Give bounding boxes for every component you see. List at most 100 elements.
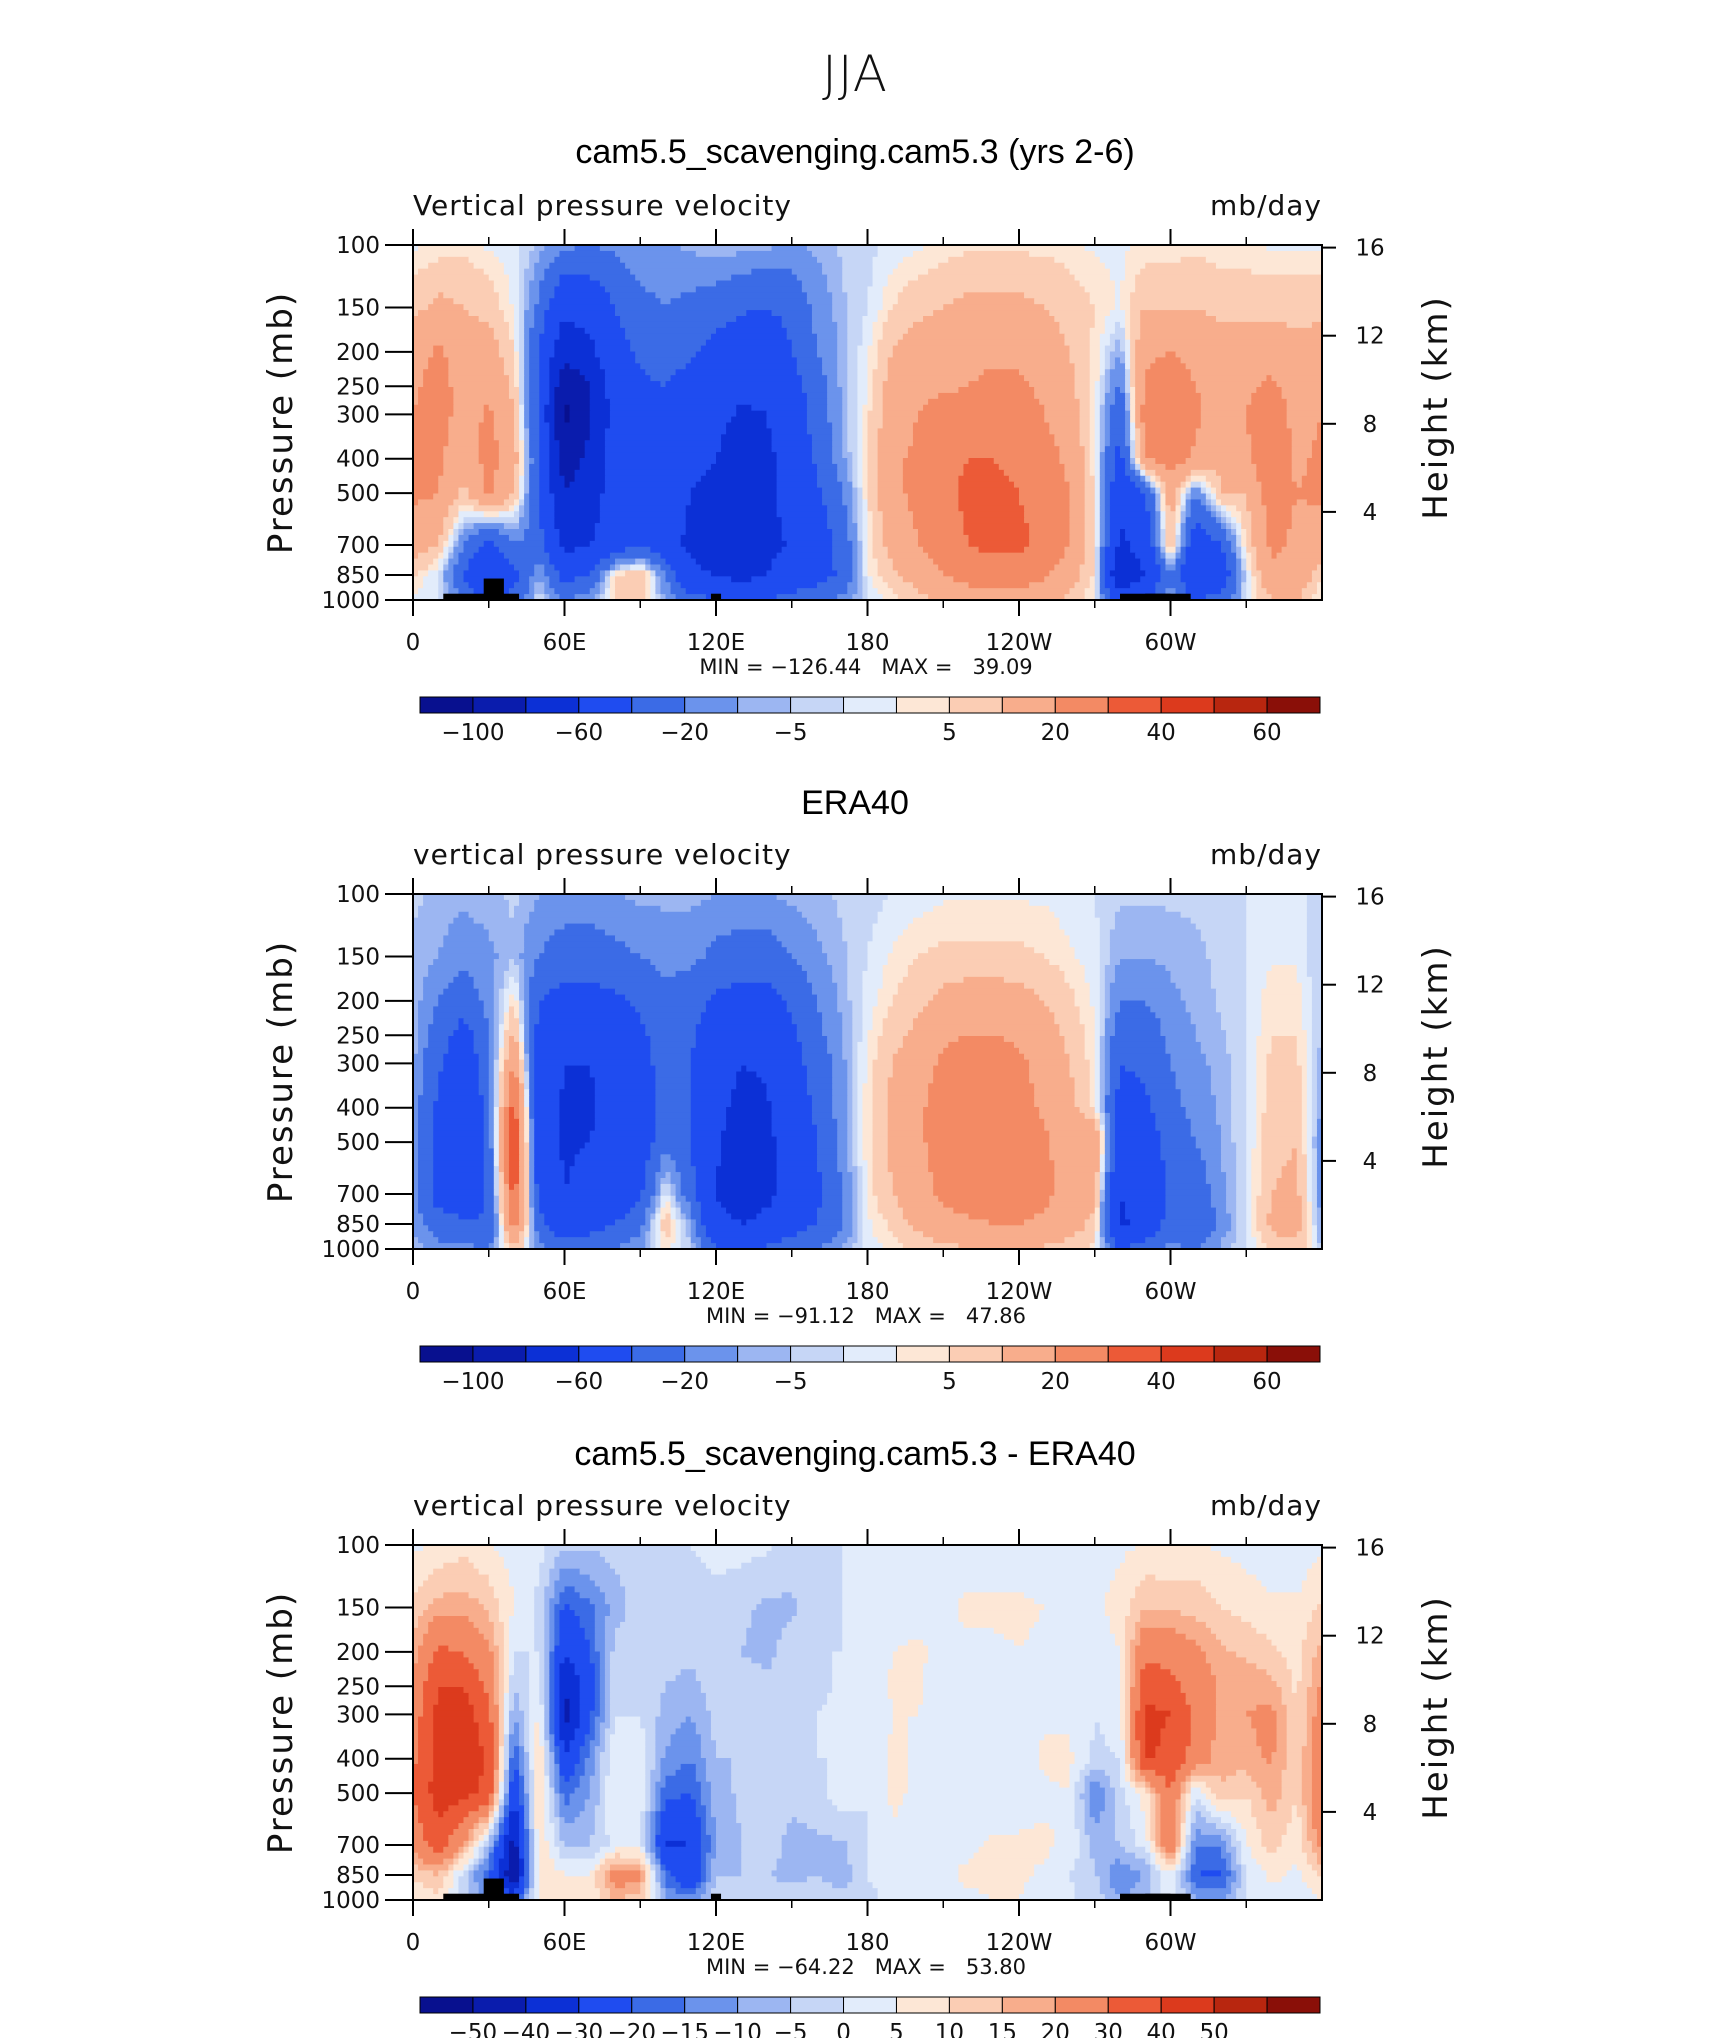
heatmap-cell bbox=[1064, 463, 1086, 471]
heatmap-cell bbox=[1231, 1610, 1313, 1617]
heatmap-cell bbox=[493, 1077, 500, 1084]
heatmap-cell bbox=[781, 523, 828, 530]
heatmap-cell bbox=[519, 487, 525, 495]
heatmap-cell bbox=[1226, 1036, 1247, 1043]
heatmap-cell bbox=[569, 1178, 646, 1185]
heatmap-cell bbox=[529, 286, 540, 293]
heatmap-cell bbox=[508, 1178, 520, 1185]
heatmap-cell bbox=[862, 517, 869, 524]
heatmap-cell bbox=[1114, 1148, 1161, 1155]
heatmap-cell bbox=[443, 517, 454, 524]
heatmap-cell bbox=[811, 440, 833, 447]
heatmap-cell bbox=[413, 1201, 419, 1209]
heatmap-cell bbox=[524, 422, 530, 430]
heatmap-cell bbox=[1291, 517, 1323, 524]
heatmap-cell bbox=[1109, 505, 1146, 512]
heatmap-cell bbox=[887, 1136, 924, 1144]
heatmap-cell bbox=[584, 440, 606, 447]
heatmap-cell bbox=[503, 523, 520, 530]
heatmap-cell bbox=[478, 316, 505, 323]
heatmap-cell bbox=[1109, 1154, 1116, 1161]
heatmap-cell bbox=[473, 505, 510, 512]
heatmap-cell bbox=[1226, 576, 1237, 583]
heatmap-cell bbox=[433, 345, 444, 353]
heatmap-cell bbox=[862, 540, 869, 548]
heatmap-cell bbox=[508, 1166, 520, 1173]
heatmap-cell bbox=[837, 1118, 848, 1126]
heatmap-cell bbox=[1165, 1172, 1207, 1179]
heatmap-cell bbox=[1104, 994, 1111, 1002]
heatmap-cell bbox=[413, 245, 419, 252]
heatmap-cell bbox=[1221, 546, 1232, 554]
heatmap-cell bbox=[1059, 327, 1091, 335]
heatmap-cell bbox=[508, 1568, 540, 1576]
heatmap-cell bbox=[857, 1225, 864, 1232]
heatmap-cell bbox=[1104, 1083, 1111, 1090]
heatmap-cell bbox=[483, 1172, 495, 1179]
heatmap-cell bbox=[923, 1107, 1040, 1114]
heatmap-cell bbox=[438, 540, 444, 548]
heatmap-cell bbox=[1246, 929, 1308, 937]
heatmap-cell bbox=[862, 469, 869, 477]
heatmap-cell bbox=[524, 534, 545, 542]
heatmap-cell bbox=[857, 387, 869, 394]
heatmap-cell bbox=[1236, 1189, 1247, 1197]
heatmap-cell bbox=[1104, 1130, 1111, 1138]
heatmap-cell bbox=[817, 1136, 838, 1144]
heatmap-cell bbox=[665, 576, 677, 583]
heatmap-cell bbox=[524, 1148, 530, 1155]
heatmap-cell bbox=[473, 976, 495, 984]
heatmap-cell bbox=[448, 505, 460, 512]
heatmap-cell bbox=[498, 1237, 505, 1244]
heatmap-cell bbox=[1140, 321, 1288, 329]
heatmap-cell bbox=[433, 1231, 495, 1238]
heatmap-cell bbox=[811, 250, 838, 258]
heatmap-cell bbox=[1246, 1568, 1308, 1576]
heatmap-cell bbox=[1311, 1142, 1318, 1150]
heatmap-cell bbox=[746, 310, 773, 317]
heatmap-cell bbox=[842, 1586, 1111, 1593]
heatmap-cell bbox=[680, 245, 773, 252]
heatmap-cell bbox=[594, 339, 631, 347]
heatmap-cell bbox=[433, 1166, 485, 1173]
heatmap-cell bbox=[508, 1071, 515, 1079]
colorbar-box bbox=[525, 1345, 580, 1363]
heatmap-cell bbox=[413, 540, 439, 548]
y2-tick-label: 12 bbox=[1355, 973, 1384, 999]
heatmap-cell bbox=[1185, 487, 1192, 495]
heatmap-cell bbox=[811, 321, 838, 329]
heatmap-cell bbox=[1246, 1243, 1257, 1250]
heatmap-cell bbox=[1125, 1065, 1172, 1073]
heatmap-cell bbox=[594, 1616, 606, 1623]
heatmap-cell bbox=[1120, 905, 1167, 913]
heatmap-cell bbox=[529, 304, 535, 311]
heatmap-cell bbox=[514, 398, 520, 406]
heatmap-cell bbox=[498, 1101, 505, 1108]
y-tick-label: 850 bbox=[336, 1212, 380, 1238]
heatmap-cell bbox=[508, 1000, 520, 1008]
heatmap-cell bbox=[418, 1621, 429, 1629]
heatmap-cell bbox=[897, 1201, 944, 1209]
heatmap-cell bbox=[923, 316, 1055, 323]
heatmap-cell bbox=[1215, 1000, 1247, 1008]
heatmap-cell bbox=[1200, 410, 1247, 418]
heatmap-cell bbox=[1109, 988, 1182, 996]
heatmap-cell bbox=[660, 576, 667, 583]
heatmap-cell bbox=[413, 511, 449, 518]
heatmap-cell bbox=[1130, 310, 1141, 317]
heatmap-cell bbox=[716, 1195, 773, 1203]
heatmap-cell bbox=[1226, 564, 1237, 572]
heatmap-cell bbox=[604, 1556, 702, 1564]
heatmap-cell bbox=[1241, 511, 1252, 518]
heatmap-cell bbox=[832, 1112, 848, 1120]
heatmap-cell bbox=[413, 576, 424, 583]
heatmap-cell bbox=[1175, 463, 1257, 471]
heatmap-cell bbox=[438, 1071, 480, 1079]
heatmap-cell bbox=[458, 511, 485, 518]
heatmap-cell bbox=[857, 392, 869, 400]
heatmap-cell bbox=[1266, 970, 1298, 978]
heatmap-cell bbox=[1089, 363, 1101, 370]
heatmap-cell bbox=[1261, 1231, 1278, 1238]
heatmap-cell bbox=[1069, 268, 1111, 276]
heatmap-cell bbox=[498, 1183, 505, 1191]
